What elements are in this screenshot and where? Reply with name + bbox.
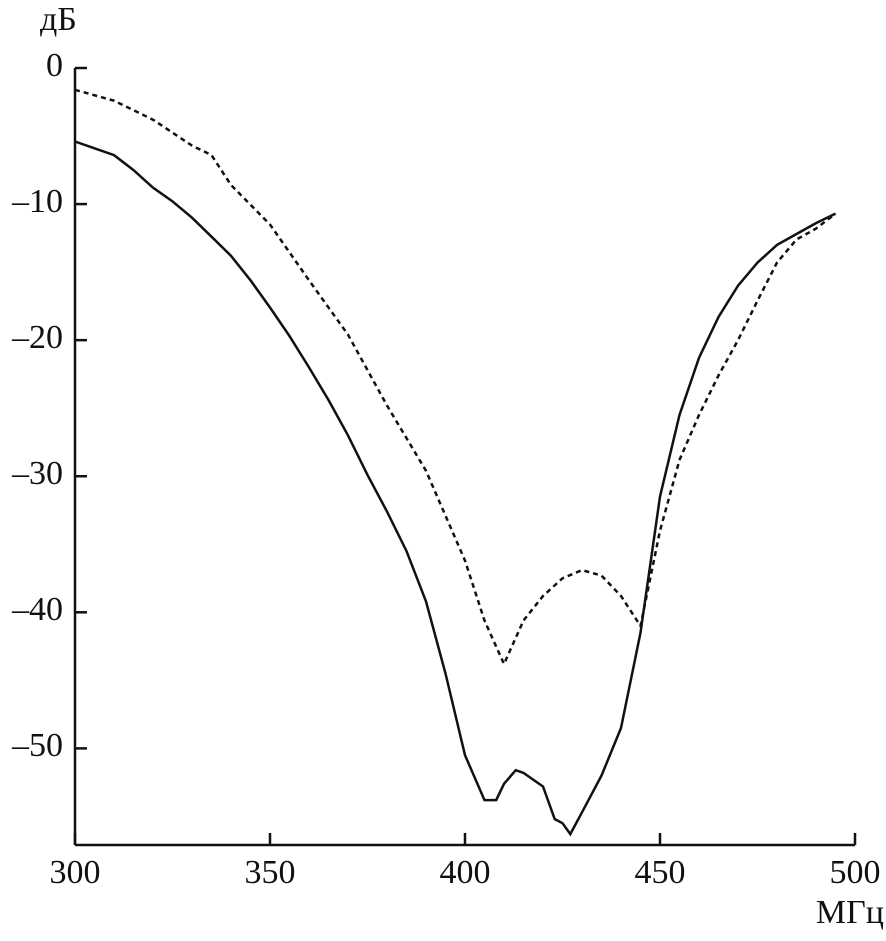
y-tick-label: –20: [11, 319, 63, 356]
y-axis-label: дБ: [40, 1, 77, 38]
x-tick-label: 300: [50, 854, 101, 891]
data-line: [74, 88, 837, 668]
y-tick-label: –10: [11, 183, 63, 220]
y-tick-label: 0: [46, 47, 63, 84]
x-tick-label: 450: [635, 854, 686, 891]
data-line: [74, 140, 837, 837]
y-tick-label: –50: [11, 727, 63, 764]
x-tick-label: 500: [830, 854, 881, 891]
y-tick-label: –40: [11, 591, 63, 628]
y-tick-label: –30: [11, 455, 63, 492]
x-tick-label: 400: [440, 854, 491, 891]
x-tick-label: 350: [245, 854, 296, 891]
x-axis-label: МГц: [816, 894, 884, 931]
